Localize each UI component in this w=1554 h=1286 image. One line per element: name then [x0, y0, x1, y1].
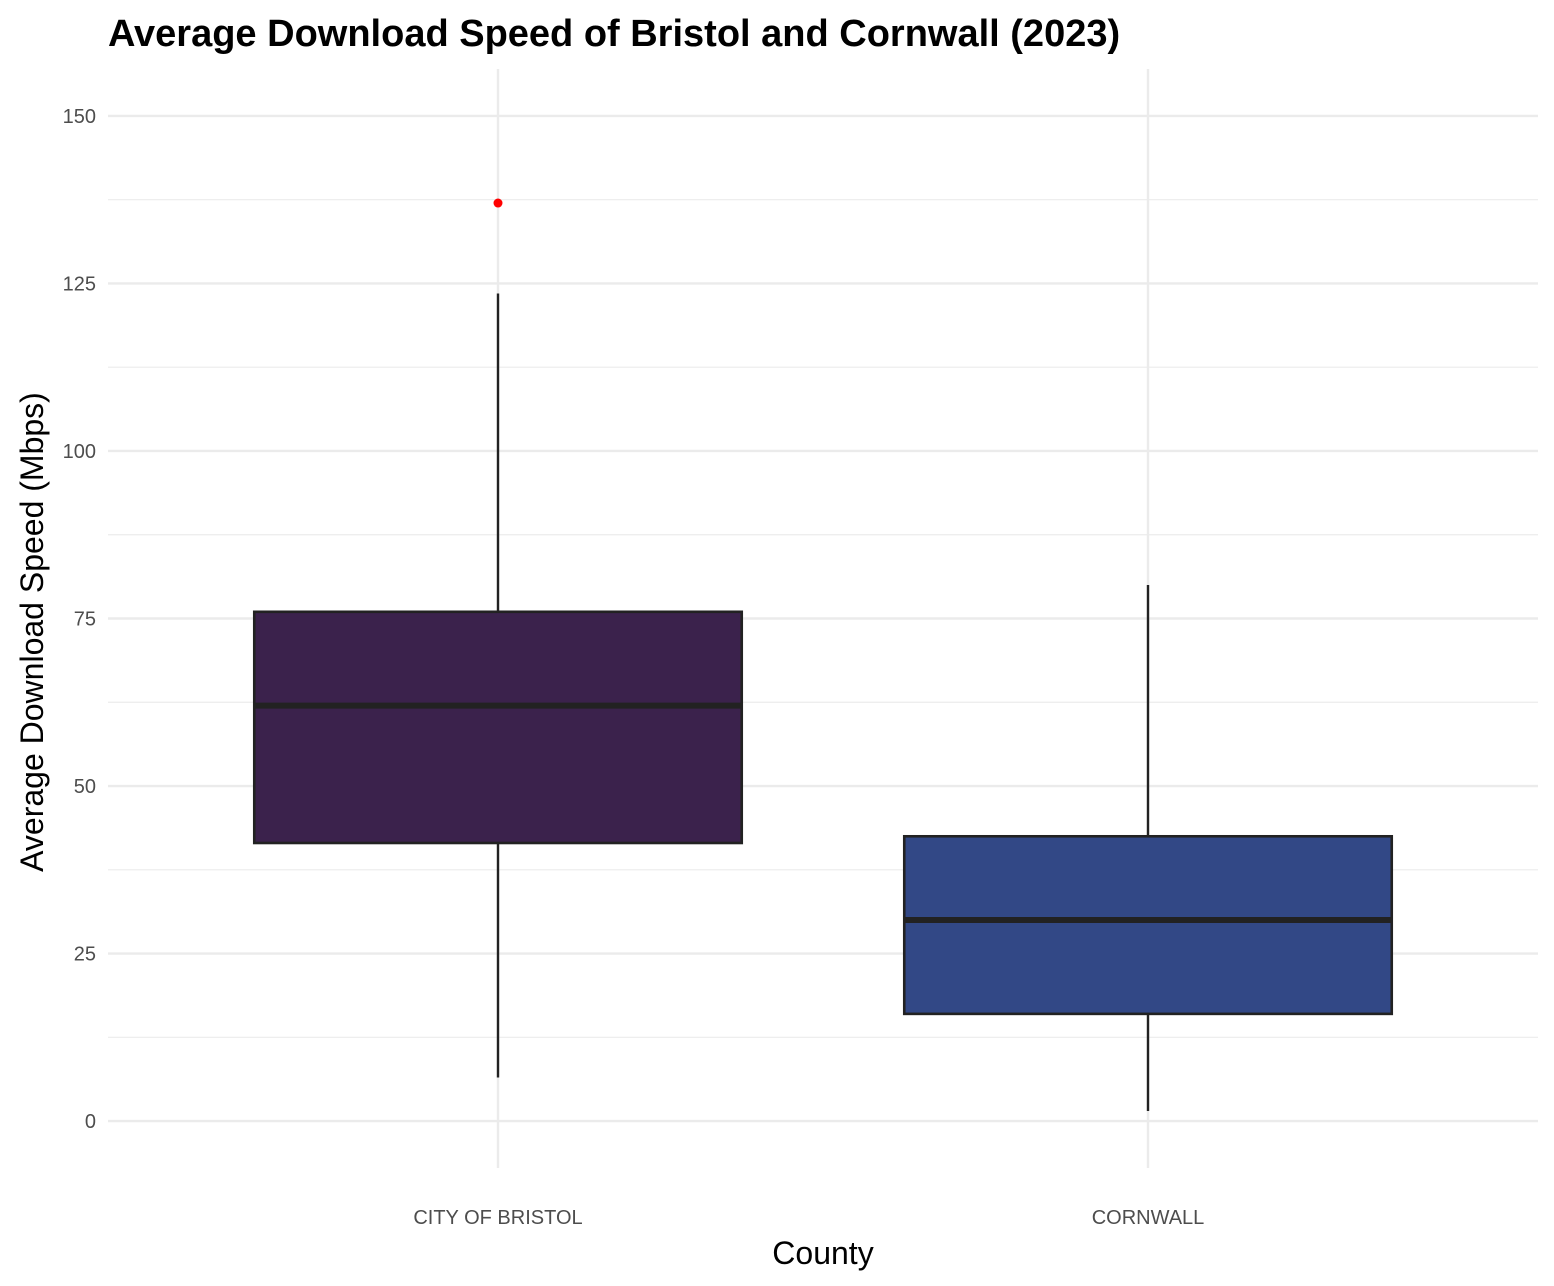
y-axis-ticks: 0 25 50 75 100 125 150 [63, 106, 96, 1133]
box [902, 834, 1394, 1016]
y-axis-title: Average Download Speed (Mbps) [14, 392, 50, 872]
box-group [252, 198, 744, 1078]
x-tick-label: CITY OF BRISTOL [413, 1207, 582, 1229]
y-tick-label: 100 [63, 441, 96, 463]
box [252, 610, 744, 845]
y-tick-label: 0 [85, 1111, 96, 1133]
chart-title: Average Download Speed of Bristol and Co… [108, 13, 1120, 55]
y-tick-label: 150 [63, 106, 96, 128]
plot-marks [252, 198, 1394, 1112]
x-tick-label: CORNWALL [1092, 1207, 1205, 1229]
y-tick-label: 125 [63, 273, 96, 295]
box-group [902, 584, 1394, 1112]
x-axis-title: County [772, 1235, 873, 1271]
y-tick-label: 50 [74, 776, 96, 798]
y-tick-label: 75 [74, 609, 96, 631]
y-tick-label: 25 [74, 944, 96, 966]
x-axis-ticks: CITY OF BRISTOL CORNWALL [413, 1207, 1204, 1229]
outlier-point [493, 198, 503, 208]
